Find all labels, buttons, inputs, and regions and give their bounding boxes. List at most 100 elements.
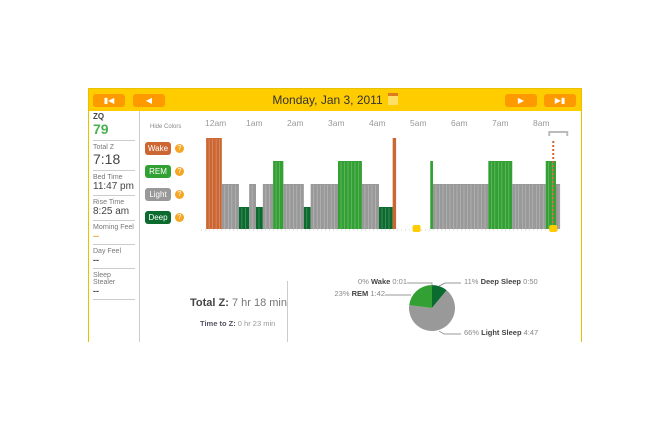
pie-stage: REM [351,289,369,298]
help-icon[interactable]: ? [175,144,184,153]
stat-value: 11:47 pm [93,181,134,192]
stat-morning-feel: Morning Feel -- [93,221,135,245]
segment-wake [392,138,397,229]
segment-light [512,184,546,229]
stat-label: Total Z [93,144,115,151]
date-text: Monday, Jan 3, 2011 [272,93,383,107]
segment-light [249,184,256,229]
stat-label: Morning Feel [93,224,134,231]
hide-colors-link[interactable]: Hide Colors [150,124,182,130]
stat-total-z: Total Z 7:18 [93,141,135,171]
segment-deep [379,207,393,229]
segment-wake [206,138,222,229]
stat-value: -- [93,231,99,241]
pie-duration: 0:50 [523,277,538,286]
pie-duration: 4:47 [523,328,539,337]
pie-pct: 66 [464,328,473,337]
pie-slice-deep-sleep [432,285,447,308]
segment-deep [256,207,263,229]
stat-zq: ZQ 79 [93,111,135,141]
legend-wake[interactable]: Wake [145,142,171,155]
legend-light[interactable]: Light [145,188,171,201]
divider [287,281,288,342]
stat-label: ZQ [93,112,105,121]
total-z-value: 7 hr 18 min [231,297,287,309]
stat-bed-time: Bed Time 11:47 pm [93,171,135,196]
total-z-label: Total Z: [190,297,229,309]
hour-label: 4am [369,118,386,128]
segment-light [262,184,274,229]
pie-duration: 1:42 [370,289,385,298]
next-icon[interactable]: ▶ [505,94,537,107]
segment-light [555,184,561,229]
pie-stage: Deep Sleep [480,277,521,286]
time-to-z-value: 0 hr 23 min [237,319,276,328]
pie-stage: Light Sleep [481,328,522,337]
skip-first-icon[interactable]: ▮◀ [93,94,125,107]
hour-label: 5am [410,118,427,128]
pie-pct: 11 [464,277,472,286]
stat-value: 79 [93,121,109,137]
time-to-z: Time to Z: 0 hr 23 min [200,319,275,328]
pie-duration: 0:01 [392,277,407,286]
bracket-handle[interactable] [548,131,569,136]
legend-rem[interactable]: REM [145,165,171,178]
help-icon[interactable]: ? [175,190,184,199]
pie-leader-line [438,330,461,335]
segment-rem [488,161,513,229]
stat-label: Bed Time [93,174,123,181]
pie-slice-light-sleep [409,290,455,331]
help-icon[interactable]: ? [175,213,184,222]
segment-rem [430,161,433,229]
stat-value: 7:18 [93,151,121,167]
segment-rem [545,161,556,229]
segment-deep [303,207,311,229]
pie-stage: Wake [370,277,391,286]
stat-label: Day Feel [93,248,122,255]
pie-leader-line [407,282,433,287]
skip-last-icon[interactable]: ▶▮ [544,94,576,107]
total-z: Total Z: 7 hr 18 min [190,297,287,309]
segment-light [221,184,239,229]
note-marker-icon[interactable] [549,225,558,232]
segment-light [283,184,304,229]
hypnogram [201,131,569,335]
segment-light [432,184,489,229]
segment-rem [273,161,284,229]
prev-icon[interactable]: ◀ [133,94,165,107]
note-marker-icon[interactable] [412,225,421,232]
pie-pct: 23 [334,289,343,298]
hour-label: 12am [205,118,227,128]
stat-value: 8:25 am [93,206,130,217]
hour-label: 8am [533,118,550,128]
stat-value: -- [93,255,99,265]
pie-pct: 0 [358,277,363,286]
stat-sleep-stealer: Sleep Stealer -- [93,269,135,300]
sleep-window: ▮◀ ◀ Monday, Jan 3, 2011 ▶ ▶▮ ZQ 79 Total … [88,88,582,342]
pie-label-deep-sleep: 11% Deep Sleep 0:50 [464,277,538,286]
stat-label: Sleep Stealer [93,272,116,286]
hour-label: 3am [328,118,345,128]
time-to-z-label: Time to Z: [200,319,236,328]
legend-deep[interactable]: Deep [145,211,171,224]
pie-label-rem: 23% REM 1:42 [334,289,385,298]
pie-slice-rem [409,285,432,308]
segment-rem [338,161,362,229]
header-bar: ▮◀ ◀ Monday, Jan 3, 2011 ▶ ▶▮ [89,89,581,111]
hour-label: 7am [492,118,509,128]
calendar-icon[interactable] [387,93,398,105]
segment-deep [238,207,250,229]
pie-label-light-sleep: 66% Light Sleep 4:47 [464,328,539,337]
pie-leader-line [438,282,461,287]
segment-light [361,184,379,229]
stat-value: -- [93,286,99,296]
stat-label: Rise Time [93,199,125,206]
stat-day-feel: Day Feel -- [93,245,135,269]
hour-label: 1am [246,118,263,128]
hour-label: 6am [451,118,468,128]
stats-sidebar: ZQ 79 Total Z 7:18 Bed Time 11:47 pm Rise Time… [89,111,140,342]
help-icon[interactable]: ? [175,167,184,176]
stat-rise-time: Rise Time 8:25 am [93,196,135,221]
date-title: Monday, Jan 3, 2011 [89,93,581,107]
segment-light [310,184,338,229]
